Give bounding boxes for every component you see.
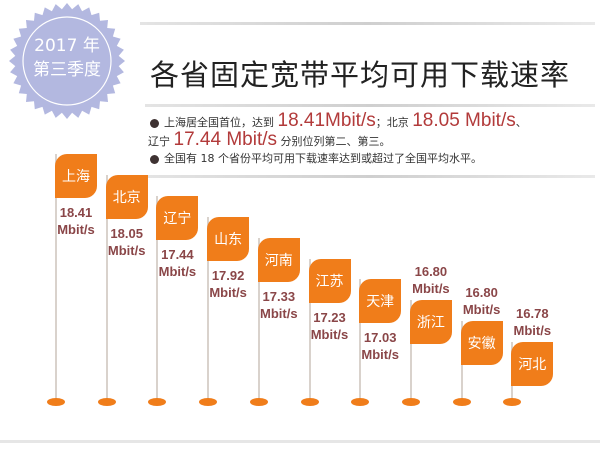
quarter-badge: [9, 3, 125, 119]
shanghai-highlight: 18.41Mbit/s: [277, 110, 376, 131]
flag-pole: [55, 154, 57, 399]
value-label: 17.33 Mbit/s: [252, 288, 306, 322]
flag-pole: [257, 237, 260, 399]
flag-1: 北京: [105, 174, 148, 219]
value-unit: Mbit/s: [513, 323, 552, 339]
flag-base: [47, 398, 65, 406]
value-number: 16.78: [516, 306, 549, 322]
badge-starburst: [9, 3, 125, 119]
bullet-dot-icon: [150, 118, 159, 128]
bullet1-text-a: 上海居全国首位，达到: [164, 116, 274, 129]
summary-bullets: 上海居全国首位，达到 18.41Mbit/s；北京 18.05 Mbit/s、 …: [148, 110, 600, 167]
flag-pole: [308, 258, 311, 399]
flag-0: 上海: [55, 154, 97, 198]
badge-quarter: 第三季度: [33, 60, 101, 80]
value-unit: Mbit/s: [412, 281, 450, 297]
value-label: 16.80 Mbit/s: [455, 284, 509, 318]
value-number: 18.41: [59, 205, 93, 220]
value-unit: Mbit/s: [361, 347, 399, 363]
beijing-highlight: 18.05 Mbit/s: [412, 110, 516, 131]
page-title: 各省固定宽带平均可用下载速率: [150, 58, 571, 92]
value-number: 17.23: [313, 309, 346, 325]
badge-text: 2017 年 第三季度: [8, 34, 126, 82]
flag-3: 山东: [207, 216, 250, 261]
flag-pole: [207, 216, 210, 399]
flag-6: 天津: [359, 279, 402, 324]
value-label: 17.44 Mbit/s: [150, 246, 204, 280]
value-number: 16.80: [414, 264, 448, 280]
divider-middle: [145, 104, 595, 107]
flag-4: 河南: [257, 237, 300, 282]
value-unit: Mbit/s: [57, 222, 95, 237]
bullet1-text-b: ；北京: [375, 116, 409, 129]
value-number: 17.03: [363, 330, 397, 346]
badge-year: 2017 年: [34, 36, 100, 56]
liaoning-highlight: 17.44 Mbit/s: [173, 129, 278, 150]
flag-base: [452, 398, 471, 406]
flag-base: [148, 398, 167, 406]
value-label: 18.41 Mbit/s: [49, 204, 103, 238]
bullet1-text-e: 分别位列第二、第三。: [280, 135, 391, 148]
bullet1-text-d: 辽宁: [148, 135, 170, 148]
flag-pole: [409, 300, 412, 399]
badge-ring: [22, 16, 112, 106]
flag-base: [199, 398, 218, 406]
value-label: 16.78 Mbit/s: [505, 305, 559, 339]
value-unit: Mbit/s: [158, 263, 197, 279]
value-unit: Mbit/s: [209, 284, 247, 300]
flag-pole: [105, 174, 108, 399]
flag-base: [97, 398, 116, 406]
value-number: 16.80: [465, 285, 498, 301]
value-number: 18.05: [110, 225, 143, 241]
flag-base: [300, 398, 319, 406]
value-label: 18.05 Mbit/s: [100, 225, 154, 259]
value-unit: Mbit/s: [462, 302, 501, 318]
flag-9: 河北: [511, 342, 554, 387]
flag-base: [401, 398, 420, 406]
bullet1-text-c: 、: [515, 116, 527, 129]
bullet2-text: 全国有 18 个省份平均可用下载速率达到或超过了全国平均水平。: [164, 152, 482, 165]
value-unit: Mbit/s: [310, 326, 349, 342]
flag-pole: [359, 279, 362, 399]
value-unit: Mbit/s: [260, 305, 298, 321]
bullet-2: 全国有 18 个省份平均可用下载速率达到或超过了全国平均水平。: [150, 150, 600, 167]
value-unit: Mbit/s: [107, 242, 146, 258]
value-number: 17.33: [262, 288, 296, 304]
value-number: 17.44: [161, 246, 194, 262]
footer-line: [0, 440, 600, 443]
flag-base: [503, 398, 522, 406]
bullet-dot-icon: [150, 154, 159, 164]
value-label: 17.92 Mbit/s: [201, 267, 255, 301]
flag-base: [351, 398, 370, 406]
flag-8: 安徽: [460, 321, 503, 366]
divider-bottom: [145, 175, 595, 178]
flag-2: 辽宁: [156, 195, 199, 240]
flag-base: [249, 398, 268, 406]
flag-7: 浙江: [409, 300, 452, 345]
value-label: 16.80 Mbit/s: [404, 263, 458, 297]
value-number: 17.92: [211, 267, 245, 283]
flag-pole: [156, 195, 159, 399]
value-label: 17.23 Mbit/s: [303, 309, 357, 343]
value-label: 17.03 Mbit/s: [353, 329, 407, 363]
bullet-1: 上海居全国首位，达到 18.41Mbit/s；北京 18.05 Mbit/s、: [150, 110, 600, 131]
flag-5: 江苏: [308, 258, 351, 303]
divider-top: [140, 22, 595, 25]
bullet-1-cont: 辽宁 17.44 Mbit/s 分别位列第二、第三。: [148, 129, 600, 150]
